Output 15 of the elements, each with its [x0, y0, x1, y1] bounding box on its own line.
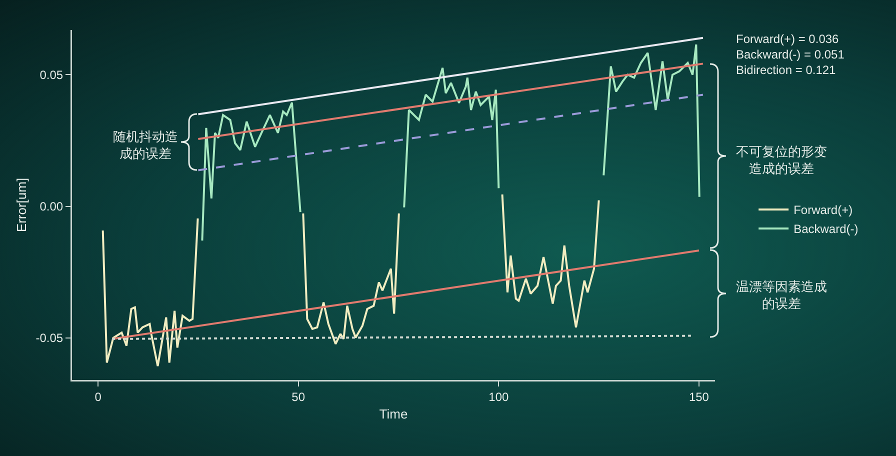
text: Forward(+) = 0.036 Backward(-) = 0.051 Bidirection = 0.121 [736, 32, 845, 78]
text: 温漂等因素造成的误差 [736, 279, 827, 311]
y-tick-label: 0.05 [40, 68, 64, 82]
y-axis-title: Error[um] [14, 178, 29, 232]
x-axis-title: Time [379, 406, 408, 422]
x-tick-label: 50 [292, 390, 306, 404]
x-tick-label: 0 [94, 390, 102, 404]
y-tick-label: 0.00 [40, 200, 64, 214]
y-tick-label: -0.05 [36, 331, 64, 346]
legend-label: Backward(-) [794, 222, 858, 236]
annotation: 随机抖动造成的误差 [113, 129, 178, 161]
x-tick-label: 150 [688, 390, 710, 404]
legend-label: Forward(+) [794, 203, 853, 218]
x-tick-label: 100 [488, 390, 509, 404]
text: 不可复位的形变造成的误差 [736, 144, 827, 176]
